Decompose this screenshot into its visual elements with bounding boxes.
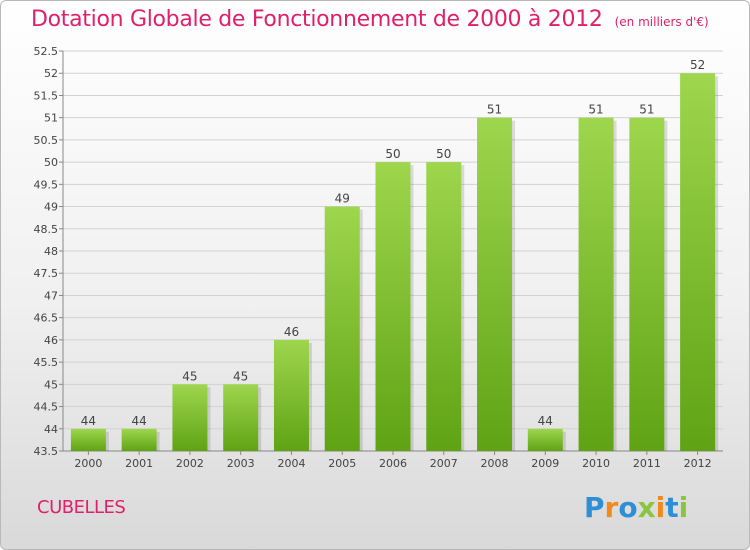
bar-2005 <box>324 206 360 451</box>
x-tick-label-2012: 2012 <box>684 457 712 470</box>
chart-title: Dotation Globale de Fonctionnement de 20… <box>31 7 709 32</box>
data-label-2009: 44 <box>538 414 553 428</box>
data-label-2012: 52 <box>690 58 705 72</box>
bar-2007 <box>426 162 462 451</box>
y-tick-label: 49 <box>44 201 58 214</box>
x-tick-label-2008: 2008 <box>481 457 509 470</box>
chart-labels: 44 44 45 45 46 49 50 50 51 44 51 51 52 <box>81 58 706 428</box>
commune-name: CUBELLES <box>37 497 126 518</box>
y-tick-label: 43.5 <box>34 445 59 458</box>
bar-2009 <box>527 428 563 451</box>
chart-bars <box>70 73 719 452</box>
bar-2003 <box>223 384 259 451</box>
bar-2001 <box>121 428 157 451</box>
bar-2000 <box>70 428 106 451</box>
bar-2002 <box>172 384 208 451</box>
y-tick-label: 47 <box>44 289 58 302</box>
x-tick-label-2010: 2010 <box>582 457 610 470</box>
data-label-2010: 51 <box>588 103 603 117</box>
x-tick-label-2000: 2000 <box>74 457 102 470</box>
x-tick-label-2002: 2002 <box>176 457 204 470</box>
y-tick-label: 48 <box>44 245 58 258</box>
data-label-2006: 50 <box>385 147 400 161</box>
y-tick-label: 49.5 <box>34 178 59 191</box>
x-tick-label-2005: 2005 <box>328 457 356 470</box>
data-label-2007: 50 <box>436 147 451 161</box>
chart-title-text: Dotation Globale de Fonctionnement de 20… <box>31 7 603 32</box>
x-tick-label-2011: 2011 <box>633 457 661 470</box>
data-label-2008: 51 <box>487 103 502 117</box>
y-tick-label: 52 <box>44 67 58 80</box>
data-label-2004: 46 <box>284 325 299 339</box>
chart-axes: 43.5 44 44.5 45 45.5 46 46.5 47 47.5 48 48.5 49 49.5… <box>34 45 723 470</box>
bar-2012 <box>680 73 716 451</box>
data-label-2011: 51 <box>639 103 654 117</box>
y-tick-label: 48.5 <box>34 223 59 236</box>
bar-2006 <box>375 162 411 451</box>
x-tick-label-2003: 2003 <box>227 457 255 470</box>
proxiti-logo[interactable]: Proxiti <box>584 491 689 524</box>
y-tick-label: 45 <box>44 378 58 391</box>
bar-2011 <box>629 117 665 452</box>
x-tick-label-2009: 2009 <box>531 457 559 470</box>
y-tick-label: 50 <box>44 156 58 169</box>
bar-2010 <box>578 117 614 452</box>
chart-unit: (en milliers d'€) <box>614 15 709 29</box>
y-tick-label: 50.5 <box>34 134 59 147</box>
x-tick-label-2004: 2004 <box>277 457 305 470</box>
y-tick-label: 46.5 <box>34 312 59 325</box>
y-tick-label: 44.5 <box>34 401 59 414</box>
y-tick-label: 47.5 <box>34 267 59 280</box>
x-tick-label-2001: 2001 <box>125 457 153 470</box>
data-label-2002: 45 <box>182 369 197 383</box>
bar-2004 <box>273 339 309 451</box>
bar-2008 <box>477 117 513 452</box>
y-tick-label: 51.5 <box>34 89 59 102</box>
data-label-2005: 49 <box>335 192 350 206</box>
data-label-2003: 45 <box>233 369 248 383</box>
y-tick-label: 52.5 <box>34 45 59 58</box>
data-label-2001: 44 <box>132 414 147 428</box>
y-tick-label: 44 <box>44 423 58 436</box>
y-tick-label: 51 <box>44 112 58 125</box>
data-label-2000: 44 <box>81 414 96 428</box>
y-tick-label: 46 <box>44 334 58 347</box>
x-tick-label-2007: 2007 <box>430 457 458 470</box>
y-tick-label: 45.5 <box>34 356 59 369</box>
x-tick-label-2006: 2006 <box>379 457 407 470</box>
